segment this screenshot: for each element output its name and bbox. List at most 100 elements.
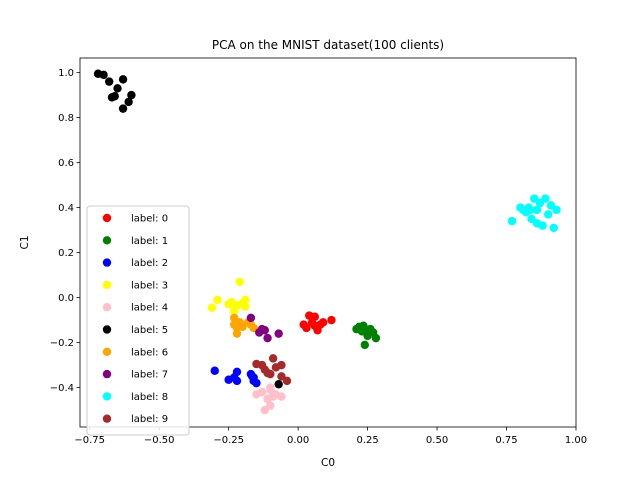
legend-marker	[102, 213, 112, 223]
data-point	[277, 360, 286, 370]
data-point	[118, 104, 128, 113]
legend-label: label: 2	[131, 258, 168, 269]
y-tick-label: −0.4	[50, 383, 74, 394]
x-tick-label: 0.75	[495, 435, 517, 446]
series-2	[210, 366, 261, 388]
x-axis-title: C0	[321, 457, 335, 469]
data-point	[532, 205, 542, 215]
legend-marker	[102, 325, 112, 334]
legend-label: label: 9	[131, 414, 168, 425]
y-axis-title: C1	[19, 235, 31, 249]
data-point	[230, 306, 239, 316]
series-1	[352, 321, 381, 350]
data-point	[535, 198, 545, 208]
legend-label: label: 0	[131, 214, 168, 225]
data-point	[302, 323, 311, 333]
data-point	[110, 92, 119, 101]
legend-label: label: 6	[131, 347, 168, 358]
data-point	[282, 376, 292, 386]
y-tick-label: 0.0	[58, 293, 74, 304]
data-point	[230, 313, 239, 323]
legend-marker	[102, 280, 112, 290]
data-point	[104, 77, 114, 86]
data-point	[525, 205, 535, 215]
series-7	[246, 313, 283, 343]
data-point	[552, 205, 561, 215]
y-tick-label: 0.6	[58, 158, 74, 169]
data-point	[213, 295, 222, 305]
data-point	[232, 376, 242, 386]
data-point	[310, 312, 320, 321]
legend-marker	[102, 303, 112, 312]
data-point	[318, 318, 328, 327]
data-point	[118, 75, 128, 84]
data-point	[207, 303, 217, 312]
data-point	[371, 333, 381, 343]
x-tick-label: 0.00	[287, 435, 309, 446]
legend-marker	[102, 258, 112, 267]
legend-marker	[102, 369, 112, 379]
data-point	[232, 367, 242, 377]
y-tick-label: −0.2	[50, 338, 74, 349]
data-point	[249, 323, 258, 333]
data-point	[519, 205, 528, 215]
data-point	[530, 194, 539, 203]
x-tick-label: −0.50	[144, 435, 175, 446]
data-point	[235, 277, 244, 287]
data-point	[268, 354, 278, 363]
x-tick-label: 1.00	[565, 435, 587, 446]
y-tick-label: 0.8	[58, 113, 74, 124]
series-9	[252, 354, 292, 386]
data-point	[541, 194, 550, 203]
chart-title: PCA on the MNIST dataset(100 clients)	[212, 38, 444, 52]
data-point	[546, 201, 556, 210]
data-point	[310, 321, 320, 330]
x-tick-label: 0.25	[356, 435, 378, 446]
data-point	[113, 84, 122, 93]
legend-label: label: 1	[131, 236, 168, 247]
series-5	[93, 69, 136, 113]
legend-marker	[102, 414, 112, 423]
data-point	[549, 223, 558, 233]
data-point	[266, 369, 275, 379]
legend-label: label: 8	[131, 392, 168, 403]
legend-label: label: 7	[131, 370, 168, 381]
data-point	[99, 70, 108, 80]
y-tick-label: 0.4	[58, 203, 74, 214]
series-10	[274, 380, 283, 389]
legend-marker	[102, 236, 112, 245]
legend-marker	[102, 347, 112, 356]
data-point	[360, 340, 370, 350]
data-point	[363, 327, 372, 336]
plot-frame	[79, 57, 577, 428]
data-point	[266, 383, 275, 392]
legend-label: label: 4	[131, 303, 168, 314]
legend-label: label: 5	[131, 325, 168, 336]
y-tick-label: 0.2	[58, 248, 74, 259]
data-point	[246, 313, 256, 323]
x-tick-label: −0.75	[74, 435, 105, 446]
points-layer	[93, 69, 561, 415]
data-point	[544, 210, 553, 219]
series-6	[230, 313, 258, 338]
series-3	[207, 277, 250, 316]
legend-label: label: 3	[131, 280, 168, 291]
data-point	[257, 387, 267, 397]
data-point	[210, 366, 219, 375]
series-4	[252, 383, 286, 415]
series-0	[299, 311, 336, 335]
data-point	[260, 405, 269, 415]
data-point	[232, 329, 242, 338]
data-point	[248, 372, 257, 381]
y-tick-label: 1.0	[58, 68, 74, 79]
data-point	[507, 216, 517, 226]
ticks-layer: −0.75 −0.50 −0.25 0.00 0.25 0.50 0.75 1.00 −0.4 −…	[50, 68, 587, 446]
x-tick-label: −0.25	[213, 435, 244, 446]
data-point	[527, 214, 536, 224]
data-point	[327, 315, 336, 325]
x-tick-label: 0.50	[426, 435, 448, 446]
data-point	[127, 90, 136, 100]
data-point	[532, 219, 542, 228]
data-point	[238, 322, 247, 332]
